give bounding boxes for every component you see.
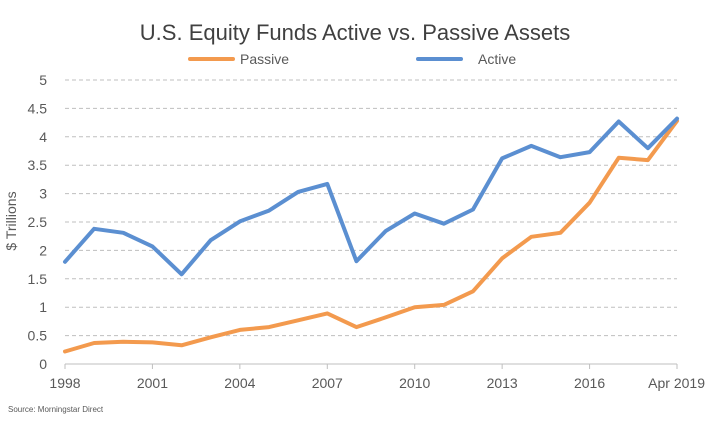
x-tick-label: 2013	[487, 375, 518, 391]
legend: Passive Active	[188, 51, 516, 67]
series-line-active	[63, 116, 679, 277]
legend-label-passive: Passive	[240, 51, 289, 67]
x-tick-label: 2007	[312, 375, 343, 391]
y-tick-label: 4	[39, 129, 47, 145]
x-tick-label: 2004	[224, 375, 255, 391]
chart-title: U.S. Equity Funds Active vs. Passive Ass…	[140, 20, 570, 45]
x-tick-label: 2001	[137, 375, 168, 391]
y-tick-label: 0	[39, 356, 47, 372]
y-tick-label: 3.5	[28, 157, 48, 173]
x-tick-label: 2010	[399, 375, 430, 391]
series-lines	[63, 116, 679, 354]
x-tick-label: 1998	[49, 375, 80, 391]
y-tick-label: 3	[39, 186, 47, 202]
y-tick-label: 2.5	[28, 214, 48, 230]
x-tick-labels: 1998 2001 2004 2007 2010 2013 2016 Apr 2019	[49, 364, 705, 391]
x-tick-label: Apr 2019	[648, 375, 705, 391]
y-tick-label: 0.5	[28, 328, 48, 344]
y-tick-label: 5	[39, 72, 47, 88]
y-tick-labels: 0 0.5 1 1.5 2 2.5 3 3.5 4 4.5 5	[28, 72, 48, 372]
y-axis-label: $ Trillions	[3, 191, 19, 250]
x-tick-label: 2016	[574, 375, 605, 391]
y-tick-label: 2	[39, 242, 47, 258]
source-note: Source: Morningstar Direct	[8, 405, 104, 414]
y-tick-label: 1.5	[28, 271, 48, 287]
y-tick-label: 4.5	[28, 100, 48, 116]
gridlines	[65, 79, 677, 365]
y-tick-label: 1	[39, 299, 47, 315]
legend-label-active: Active	[478, 51, 516, 67]
series-line-passive	[63, 118, 679, 354]
